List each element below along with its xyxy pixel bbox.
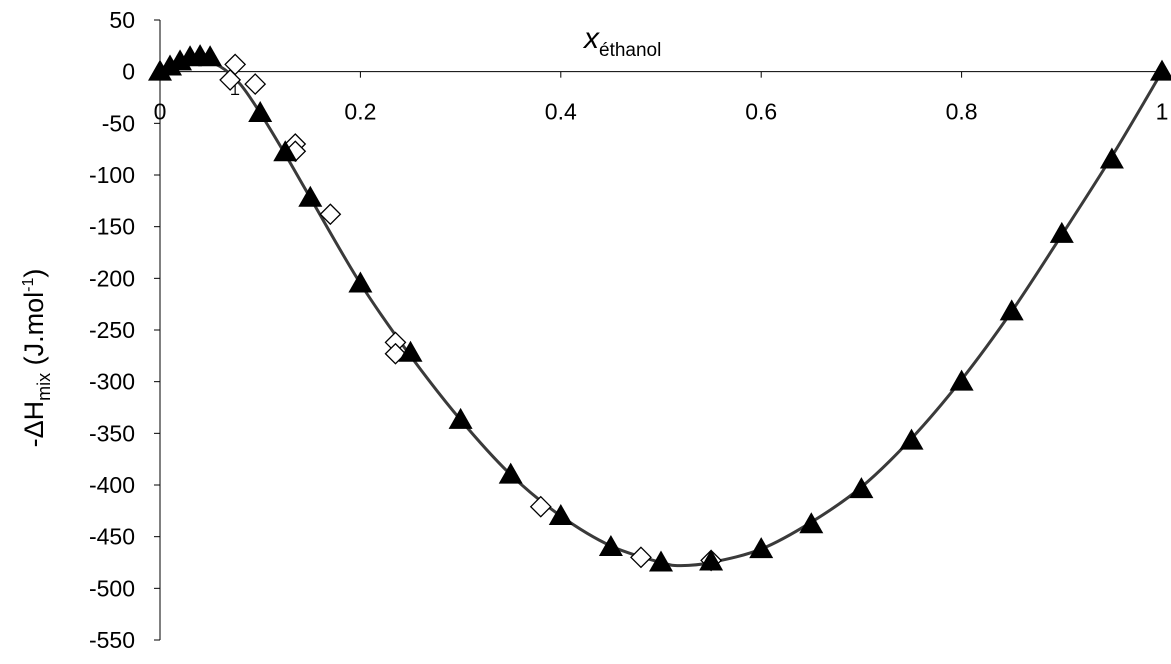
triangle-point xyxy=(1049,221,1074,243)
x-tick-label: 0.4 xyxy=(545,99,577,125)
triangle-point xyxy=(649,550,673,572)
triangle-point xyxy=(273,140,298,162)
y-tick-label: -200 xyxy=(89,265,135,291)
triangle-point xyxy=(198,45,223,67)
y-tick-label: -250 xyxy=(89,317,135,343)
triangle-point xyxy=(799,512,824,534)
triangle-point xyxy=(1099,147,1124,169)
y-tick-label: 50 xyxy=(109,7,135,33)
triangle-point xyxy=(598,535,623,556)
triangle-point xyxy=(949,369,974,391)
triangle-point xyxy=(348,271,373,293)
x-axis-label: xéthanol xyxy=(582,22,661,61)
triangle-point xyxy=(448,407,473,429)
y-tick-label: -150 xyxy=(89,214,135,240)
triangle-point xyxy=(298,185,323,207)
triangle-point xyxy=(999,299,1024,321)
x-tick-label: 0.8 xyxy=(946,99,978,125)
diamond-point xyxy=(319,203,342,226)
y-axis-label-sub: mix xyxy=(34,373,54,401)
x-axis-label-main: x xyxy=(582,22,600,55)
y-axis-label-unit-close: ) xyxy=(19,269,49,278)
fit-line xyxy=(159,58,1164,568)
y-axis-label-unit-sup: -1 xyxy=(20,278,37,292)
triangle-point xyxy=(548,504,573,525)
y-tick-label: -50 xyxy=(102,110,135,136)
y-tick-label: -400 xyxy=(89,472,135,498)
x-tick-label: 0.6 xyxy=(745,99,777,125)
triangle-point xyxy=(749,537,774,559)
diamond-point xyxy=(219,69,242,91)
diamond-point xyxy=(244,73,267,95)
triangle-point xyxy=(248,101,273,122)
y-tick-label: -500 xyxy=(89,575,135,601)
diamond-point xyxy=(630,546,652,569)
diamond-point xyxy=(529,495,552,518)
y-tick-label: -550 xyxy=(89,627,135,653)
y-axis-label-prefix: -ΔH xyxy=(19,401,49,448)
triangle-point xyxy=(498,462,523,484)
y-tick-label: -100 xyxy=(89,162,135,188)
y-tick-label: -350 xyxy=(89,420,135,446)
y-tick-label: -450 xyxy=(89,524,135,550)
y-tick-label: 0 xyxy=(122,59,135,85)
triangle-point xyxy=(699,549,724,571)
x-tick-label: 0 xyxy=(154,99,167,125)
y-axis-label-unit: (J.mol xyxy=(19,292,49,373)
triangle-point xyxy=(1150,59,1171,81)
y-tick-label: -300 xyxy=(89,369,135,395)
triangle-point xyxy=(899,428,924,450)
x-tick-label: 1 xyxy=(1156,99,1169,125)
triangle-point xyxy=(849,477,874,499)
x-axis-label-sub: éthanol xyxy=(599,40,661,61)
triangle-point xyxy=(398,340,423,362)
x-tick-label: 0.2 xyxy=(344,99,376,125)
y-axis-label: -ΔHmix (J.mol-1) xyxy=(19,269,54,448)
